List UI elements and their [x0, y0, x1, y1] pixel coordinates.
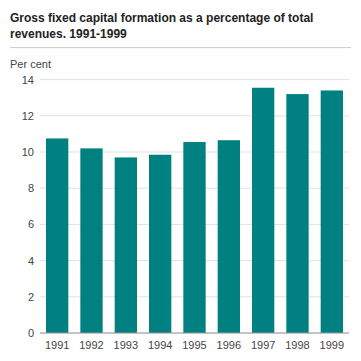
bars — [46, 88, 343, 333]
bar — [46, 138, 68, 333]
x-tick-label: 1992 — [79, 339, 103, 351]
separator — [10, 47, 351, 48]
bar — [149, 155, 171, 333]
grid — [40, 80, 349, 333]
bar — [183, 142, 205, 333]
y-tick-label: 4 — [28, 255, 34, 267]
bar — [80, 148, 102, 333]
y-tick-label: 12 — [22, 110, 34, 122]
grid-line — [40, 79, 349, 80]
x-tick-label: 1995 — [182, 339, 206, 351]
x-tick-label: 1999 — [320, 339, 344, 351]
chart-svg: Gross fixed capital formation as a perce… — [0, 0, 361, 361]
bar — [321, 90, 343, 333]
x-tick-label: 1998 — [285, 339, 309, 351]
y-tick-label: 14 — [22, 74, 34, 86]
x-tick-label: 1991 — [45, 339, 69, 351]
bar — [218, 140, 240, 333]
y-axis-label: Per cent — [10, 58, 51, 70]
y-tick-label: 8 — [28, 182, 34, 194]
x-tick-label: 1996 — [217, 339, 241, 351]
chart-container: Gross fixed capital formation as a perce… — [0, 0, 361, 361]
y-tick-label: 0 — [28, 327, 34, 339]
bar — [115, 157, 137, 333]
x-tick-label: 1993 — [114, 339, 138, 351]
bar — [286, 94, 308, 333]
title-line: revenues. 1991-1999 — [10, 27, 127, 41]
x-axis-line — [40, 333, 349, 334]
y-tick-label: 2 — [28, 291, 34, 303]
y-tick-label: 6 — [28, 218, 34, 230]
x-tick-label: 1997 — [251, 339, 275, 351]
bar — [252, 88, 274, 333]
title-line: Gross fixed capital formation as a perce… — [10, 11, 313, 25]
y-tick-label: 10 — [22, 146, 34, 158]
chart-title: Gross fixed capital formation as a perce… — [10, 11, 313, 41]
grid-line — [40, 333, 349, 334]
x-tick-label: 1994 — [148, 339, 172, 351]
